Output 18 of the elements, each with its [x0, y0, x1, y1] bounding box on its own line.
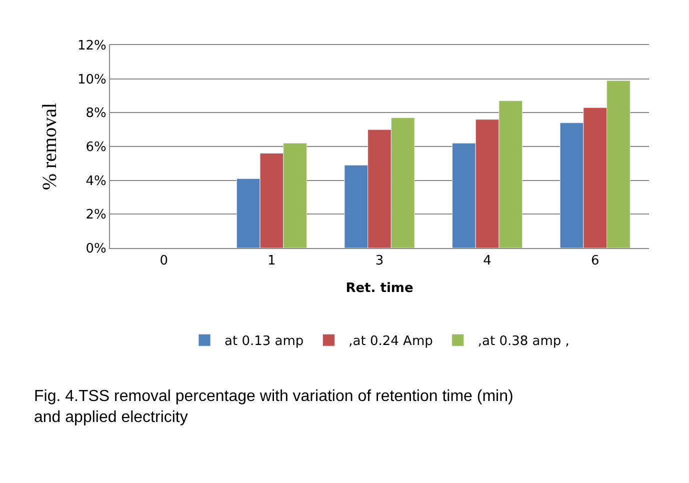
y-tick-label: 10% — [77, 72, 106, 88]
y-tick-label: 12% — [77, 38, 106, 54]
y-tick-label: 4% — [86, 174, 106, 189]
x-tick-label: 4 — [483, 254, 492, 269]
y-tick-label: 8% — [86, 106, 106, 122]
legend-label: ,at 0.24 Amp — [348, 334, 433, 350]
y-axis-title: % removal — [38, 102, 61, 190]
legend-label: at 0.13 amp — [224, 334, 304, 350]
caption: Fig. 4.TSS removal percentage with variation of retention time (min) and applied electricity — [34, 388, 514, 426]
x-axis-title: Ret. time — [346, 281, 414, 296]
y-tick-label: 6% — [86, 140, 106, 156]
y-tick-label: 2% — [86, 208, 106, 223]
x-tick-label: 0 — [160, 254, 168, 269]
x-tick-label: 3 — [375, 254, 384, 269]
legend-label: ,at 0.38 amp , — [478, 334, 570, 350]
x-tick-label: 6 — [590, 254, 600, 269]
y-tick-label: 0% — [86, 242, 106, 257]
x-tick-label: 1 — [268, 254, 276, 269]
